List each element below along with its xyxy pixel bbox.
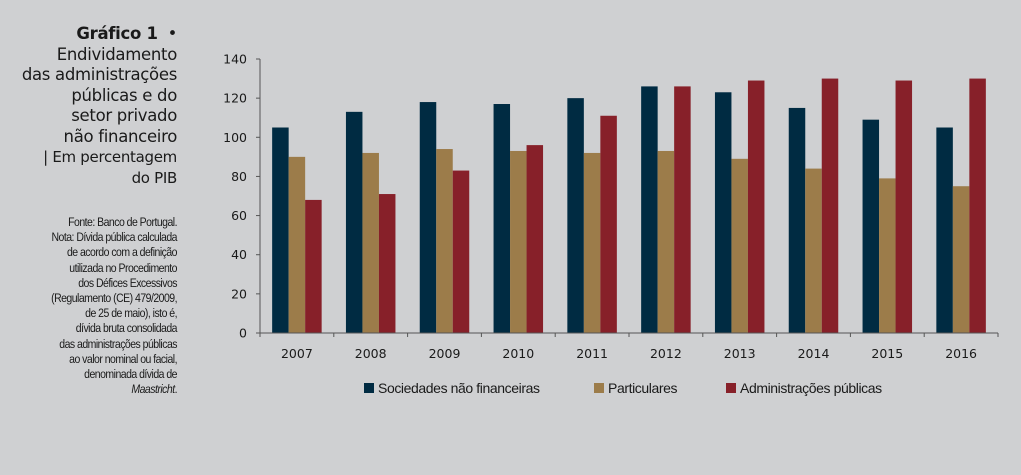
title-line: não financeiro (63, 126, 178, 146)
x-tick-label: 2009 (429, 346, 461, 361)
x-tick-label: 2010 (502, 346, 534, 361)
bar-particulares-2008 (362, 152, 379, 333)
note-line: utilizada no Procedimento (69, 260, 177, 275)
note-end: . (174, 382, 178, 397)
y-tick-label: 140 (223, 52, 247, 67)
y-tick-label: 40 (231, 247, 247, 262)
legend-label: Particulares (608, 380, 678, 396)
bar-particulares-2010 (510, 150, 527, 333)
title-line: Endividamento (56, 44, 178, 64)
bar-sociedades-não-financeiras-2010 (493, 104, 511, 333)
legend-label: Administrações públicas (740, 380, 882, 396)
title-bullet: • (167, 24, 178, 43)
bar-administrações-públicas-2012 (674, 86, 691, 334)
bar-sociedades-não-financeiras-2014 (788, 107, 806, 333)
bar-sociedades-não-financeiras-2016 (936, 127, 953, 333)
bar-sociedades-não-financeiras-2007 (272, 127, 289, 333)
note-italic: Maastricht (131, 382, 175, 397)
bar-administrações-públicas-2008 (378, 194, 396, 333)
title-line: públicas e do (71, 85, 177, 105)
x-tick-label: 2015 (871, 346, 903, 361)
legend-swatch (594, 383, 604, 393)
legend-label: Sociedades não financeiras (378, 380, 540, 396)
title-line: setor privado (71, 106, 177, 125)
bar-particulares-2012 (657, 150, 675, 333)
bar-sociedades-não-financeiras-2011 (567, 98, 584, 334)
bar-administrações-públicas-2014 (821, 78, 839, 333)
legend-swatch (364, 383, 374, 393)
bar-administrações-públicas-2009 (452, 170, 470, 333)
note-line: ao valor nominal ou facial, (69, 351, 177, 366)
legend-item: Administrações públicas (726, 380, 882, 396)
note-line: de 25 de maio), isto é, (85, 306, 177, 321)
source-note: Fonte: Banco de Portugal. Nota: Dívida p… (5, 215, 177, 397)
note-line: de acordo com a definição (66, 245, 178, 260)
y-tick-label: 0 (239, 326, 247, 341)
bar-particulares-2013 (731, 158, 748, 333)
x-tick-label: 2012 (650, 346, 682, 361)
x-tick-label: 2011 (576, 346, 608, 361)
title-line: das administrações (21, 65, 177, 84)
note-line: denominada dívida de (84, 367, 177, 382)
legend-swatch (726, 383, 736, 393)
y-tick-label: 60 (231, 208, 247, 223)
bar-administrações-públicas-2016 (969, 78, 986, 333)
note-line: (Regulamento (CE) 479/2009, (51, 291, 178, 306)
legend-item: Particulares (594, 380, 678, 396)
chart-title: Gráfico 1 • Endividamento das administra… (0, 24, 178, 188)
x-tick-label: 2013 (724, 346, 756, 361)
bar-sociedades-não-financeiras-2008 (345, 111, 363, 333)
bar-particulares-2016 (952, 186, 970, 333)
y-tick-label: 20 (231, 286, 247, 301)
x-tick-label: 2007 (281, 346, 313, 361)
y-tick-label: 100 (223, 130, 247, 145)
note-line: Fonte: Banco de Portugal. (68, 215, 177, 229)
bar-particulares-2011 (583, 152, 601, 333)
bar-particulares-2014 (805, 168, 822, 333)
bar-sociedades-não-financeiras-2013 (714, 92, 732, 334)
bar-particulares-2009 (436, 149, 453, 333)
chart-number: Gráfico 1 (76, 24, 158, 43)
bar-particulares-2007 (288, 156, 306, 333)
bar-administrações-públicas-2013 (747, 80, 765, 334)
bar-sociedades-não-financeiras-2012 (641, 86, 658, 334)
note-line: das administrações públicas (59, 336, 177, 351)
bar-administrações-públicas-2011 (600, 115, 617, 333)
note-line: Nota: Dívida pública calculada (51, 230, 177, 245)
bar-administrações-públicas-2015 (895, 80, 913, 334)
note-line: dos Défices Excessivos (78, 275, 177, 290)
y-tick-label: 120 (223, 91, 247, 106)
bar-administrações-públicas-2007 (305, 199, 322, 333)
x-tick-label: 2008 (355, 346, 387, 361)
legend-item: Sociedades não financeiras (364, 380, 540, 396)
bar-administrações-públicas-2010 (526, 145, 544, 333)
x-tick-label: 2016 (945, 346, 977, 361)
unit-line: | Em percentagem (43, 148, 177, 166)
bar-sociedades-não-financeiras-2009 (419, 102, 437, 333)
bar-sociedades-não-financeiras-2015 (862, 119, 880, 334)
bar-particulares-2015 (879, 178, 896, 333)
note-line: dívida bruta consolidada (75, 321, 178, 336)
x-tick-label: 2014 (798, 346, 830, 361)
y-tick-label: 80 (231, 169, 247, 184)
unit-line: do PIB (131, 168, 178, 187)
